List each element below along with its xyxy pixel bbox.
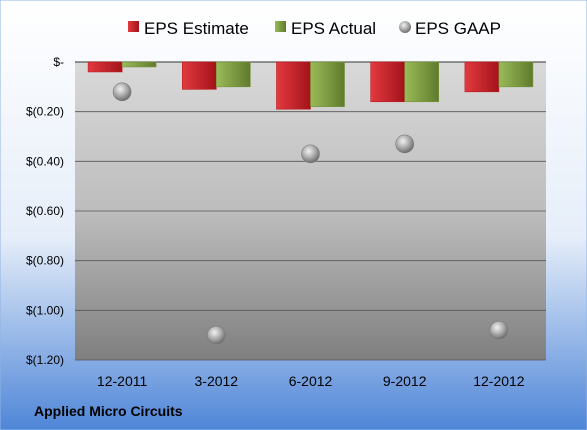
company-name: Applied Micro Circuits: [34, 403, 183, 419]
legend-label-estimate: EPS Estimate: [144, 19, 249, 38]
point-eps-gaap: [489, 320, 509, 340]
y-tick-label: $(0.60): [26, 204, 64, 218]
bars: [87, 61, 534, 110]
y-tick-label: $(0.40): [26, 154, 64, 168]
bar-eps-actual: [498, 61, 534, 88]
bar-eps-actual: [121, 61, 157, 68]
x-tick-label: 12-2011: [97, 373, 148, 389]
bar-eps-estimate: [370, 61, 406, 103]
bar-eps-actual: [216, 61, 251, 88]
legend-swatch-estimate: [128, 21, 139, 32]
legend-label-gaap: EPS GAAP: [415, 19, 501, 38]
point-eps-gaap: [395, 134, 415, 154]
y-axis-tick-labels: $- $(0.20) $(0.40) $(0.60) $(0.80) $(1.00) $(1…: [26, 55, 64, 367]
y-tick-label: $(0.20): [26, 105, 64, 119]
legend: EPS Estimate EPS Actual EPS GAAP: [128, 19, 501, 38]
y-tick-label: $-: [53, 55, 64, 69]
x-tick-label: 6-2012: [289, 373, 333, 389]
x-tick-label: 12-2012: [473, 373, 525, 389]
bar-eps-actual: [310, 61, 345, 108]
point-eps-gaap: [207, 325, 226, 345]
bar-eps-estimate: [182, 61, 217, 90]
point-eps-gaap: [112, 82, 132, 102]
bar-eps-estimate: [87, 61, 123, 73]
legend-swatch-actual: [275, 21, 286, 32]
x-axis-tick-labels: 12-2011 3-2012 6-2012 9-2012 12-2012: [97, 373, 525, 389]
legend-label-actual: EPS Actual: [291, 19, 376, 38]
y-tick-label: $(0.80): [26, 254, 64, 268]
bar-eps-estimate: [464, 61, 500, 93]
y-tick-label: $(1.00): [26, 303, 64, 317]
legend-marker-gaap: [399, 21, 411, 33]
y-tick-label: $(1.20): [26, 353, 64, 367]
bar-eps-estimate: [276, 61, 311, 110]
gaap-points: [112, 82, 509, 345]
x-tick-label: 9-2012: [383, 373, 427, 389]
x-tick-label: 3-2012: [195, 373, 239, 389]
point-eps-gaap: [301, 144, 320, 164]
bar-eps-actual: [404, 61, 440, 103]
